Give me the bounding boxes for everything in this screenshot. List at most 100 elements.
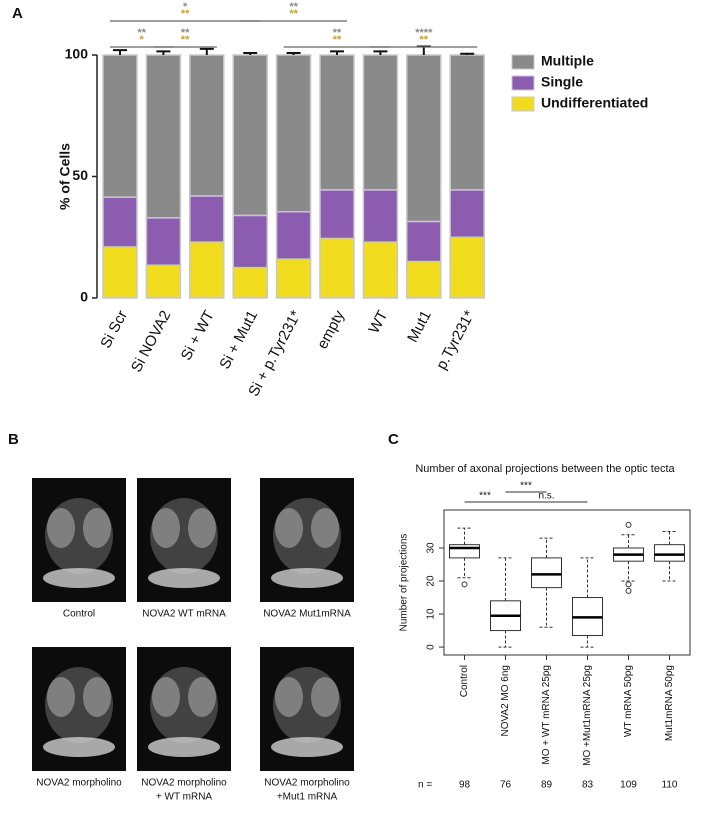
image-detail <box>311 677 339 717</box>
significance-label: n.s. <box>538 491 554 502</box>
significance-label: * <box>183 1 188 13</box>
bar-segment <box>319 189 355 240</box>
error-bar <box>243 52 258 55</box>
whisker-low <box>621 561 636 582</box>
significance-label: ** <box>333 34 342 46</box>
y-tick-label: 30 <box>426 542 437 554</box>
box <box>449 544 480 559</box>
outlier <box>625 521 632 528</box>
bar-segment <box>406 220 442 263</box>
significance-label: **** <box>415 27 433 39</box>
bar-segment <box>189 195 225 243</box>
error-bar <box>199 47 214 55</box>
whisker-high <box>621 534 636 548</box>
bar-segment <box>145 54 182 219</box>
significance-label: ** <box>181 27 190 39</box>
image-detail <box>83 508 111 548</box>
plot-frame <box>443 509 691 656</box>
error-bar <box>156 50 171 55</box>
significance-label: ** <box>289 8 298 20</box>
image-detail <box>188 677 216 717</box>
x-tick-label: Si Scr <box>97 308 131 351</box>
n-value: 109 <box>620 780 637 791</box>
legend-label: Undifferentiated <box>541 95 648 111</box>
significance-label: * <box>140 34 145 46</box>
box <box>654 544 685 562</box>
image-caption: NOVA2 morpholino <box>264 778 350 789</box>
x-tick-label: Si NOVA2 <box>128 308 175 375</box>
y-tick-label: 20 <box>426 575 437 587</box>
legend-swatch <box>511 54 535 70</box>
significance-label: *** <box>520 481 532 492</box>
panel-letter: A <box>12 5 23 22</box>
error-bar <box>286 52 301 55</box>
n-value: 110 <box>662 780 678 791</box>
image-detail <box>271 737 343 757</box>
chart-title: Number of axonal projections between the… <box>415 463 675 475</box>
error-bar <box>460 52 475 55</box>
significance-label: ** <box>181 34 190 46</box>
whisker-high <box>498 557 513 601</box>
panel-letter: C <box>388 431 399 448</box>
bar-segment <box>319 54 355 191</box>
y-tick-label: 50 <box>72 167 88 183</box>
image-detail <box>275 508 303 548</box>
whisker-high <box>580 557 595 598</box>
legend-swatch <box>511 96 535 112</box>
image-detail <box>83 677 111 717</box>
whisker-low <box>662 561 677 582</box>
y-axis-label: % of Cells <box>57 143 73 210</box>
bar-segment <box>102 246 138 299</box>
y-axis-label: Number of projections <box>399 534 410 632</box>
image-caption: + WT mRNA <box>156 792 213 803</box>
bar-segment <box>362 54 399 191</box>
n-value: 98 <box>459 780 471 791</box>
significance-label: *** <box>479 491 491 502</box>
image-caption: NOVA2 morpholino <box>36 778 122 789</box>
bar-segment <box>275 258 312 299</box>
bar-segment <box>449 54 485 191</box>
significance-label: ** <box>181 8 190 20</box>
x-tick-label: p.Tyr231* <box>433 308 478 373</box>
bar-segment <box>102 196 138 248</box>
y-tick-label: 10 <box>426 608 437 620</box>
x-tick-label: Mut1mRNA 50pg <box>664 665 675 741</box>
bar-segment <box>406 54 442 223</box>
legend-label: Single <box>541 74 583 90</box>
legend-label: Multiple <box>541 53 594 69</box>
whisker-high <box>457 527 472 545</box>
significance-label: ** <box>333 27 342 39</box>
panel-letter: B <box>8 431 19 448</box>
n-value: 76 <box>500 780 512 791</box>
x-tick-label: empty <box>314 307 348 351</box>
image-detail <box>148 568 220 588</box>
bar-segment <box>362 241 399 299</box>
error-bar <box>373 50 388 55</box>
x-tick-label: Mut1 <box>404 308 435 345</box>
n-value: 89 <box>541 780 553 791</box>
bar-segment <box>232 214 268 269</box>
x-tick-label: Control <box>459 665 470 697</box>
x-tick-label: WT mRNA 50pg <box>623 665 634 737</box>
significance-label: ** <box>289 1 298 13</box>
image-detail <box>47 677 75 717</box>
n-value: 83 <box>582 780 594 791</box>
bar-segment <box>189 54 225 197</box>
bar-segment <box>189 241 225 299</box>
whisker-high <box>662 530 677 545</box>
outlier <box>461 581 468 588</box>
bar-segment <box>275 210 312 260</box>
whisker-high <box>539 537 554 558</box>
bar-segment <box>362 189 399 243</box>
x-tick-label: Si + Mut1 <box>216 308 261 372</box>
bar-segment <box>232 54 268 217</box>
bar-segment <box>145 217 182 266</box>
x-tick-label: Si + WT <box>178 308 218 363</box>
bar-segment <box>449 236 485 299</box>
error-bar <box>330 50 344 55</box>
outlier <box>625 587 632 594</box>
y-tick-label: 0 <box>426 644 437 650</box>
significance-label: ** <box>137 27 146 39</box>
significance-label: ** <box>420 34 429 46</box>
